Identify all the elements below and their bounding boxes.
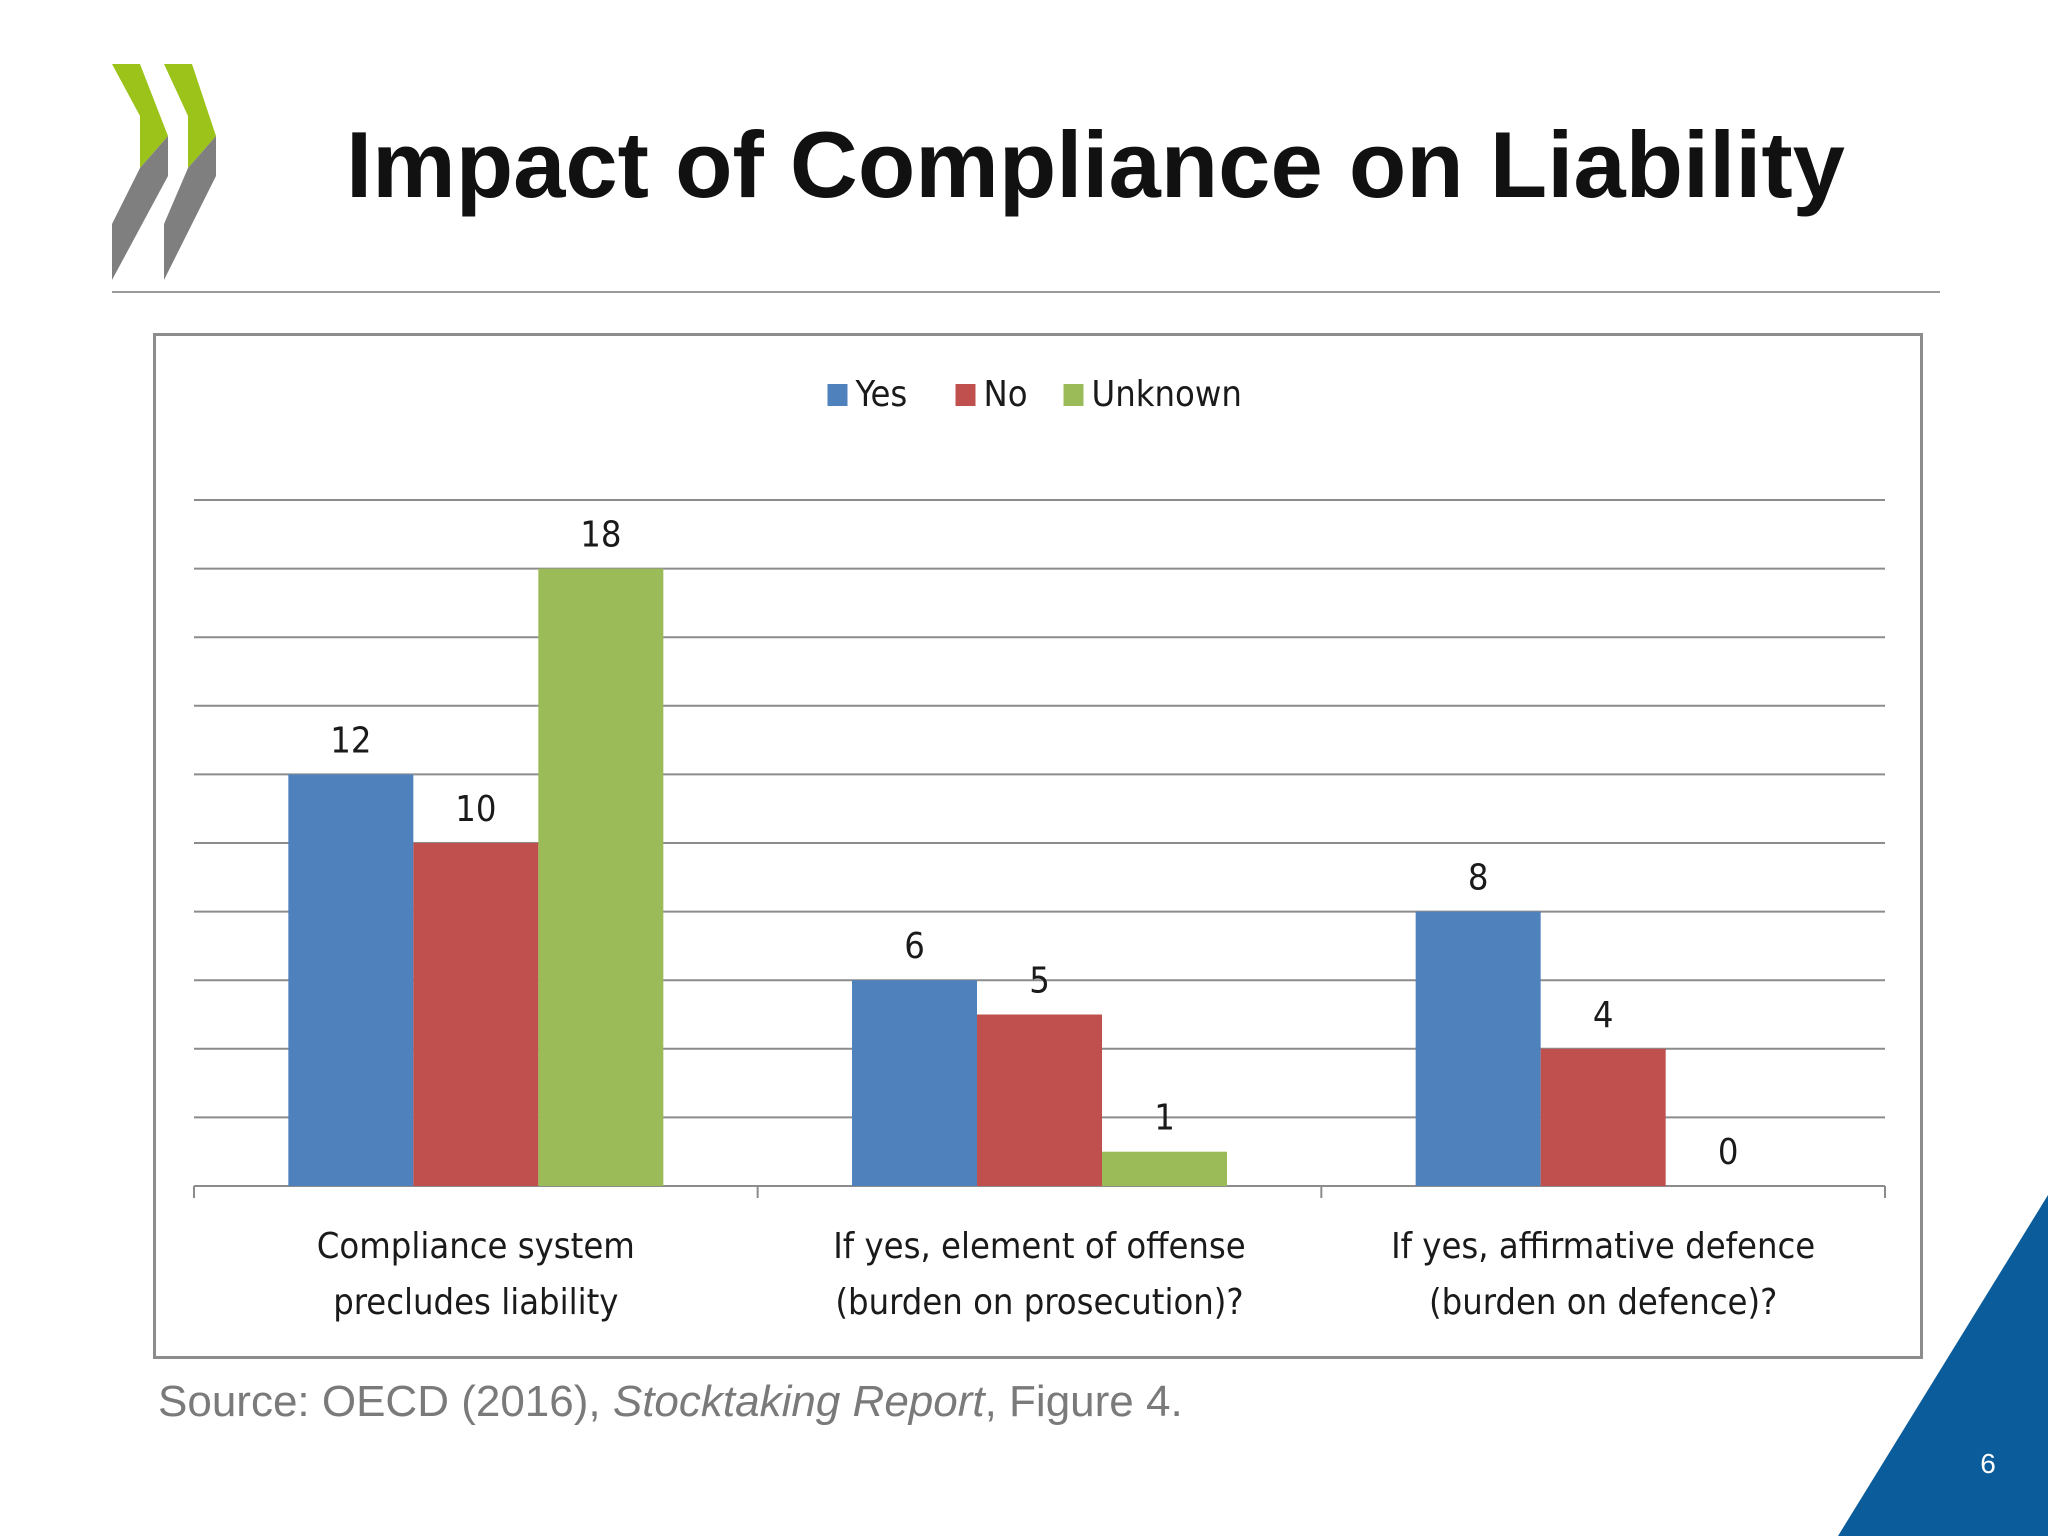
bar-unknown	[1102, 1151, 1227, 1186]
source-report-title: Stocktaking Report	[612, 1377, 985, 1426]
bar-yes	[1415, 911, 1541, 1186]
legend-swatch-no	[955, 384, 976, 406]
data-label: 18	[580, 515, 621, 556]
category-label: (burden on defence)?	[1429, 1282, 1777, 1323]
title-divider	[112, 291, 1940, 293]
page-number: 6	[1980, 1448, 1996, 1479]
data-label: 5	[1029, 961, 1050, 1002]
oecd-logo-icon	[112, 64, 216, 280]
legend-label: Unknown	[1092, 374, 1242, 415]
data-label: 1	[1154, 1098, 1175, 1139]
category-label: If yes, element of offense	[833, 1226, 1246, 1267]
category-label: If yes, affirmative defence	[1391, 1226, 1815, 1267]
data-label: 10	[455, 789, 496, 830]
bar-no	[1540, 1048, 1666, 1186]
category-label: (burden on prosecution)?	[835, 1282, 1243, 1323]
bar-no	[977, 1014, 1102, 1186]
bar-no	[413, 843, 539, 1186]
data-label: 8	[1468, 858, 1489, 899]
source-prefix: Source: OECD (2016),	[158, 1377, 613, 1426]
legend-label: Yes	[855, 374, 908, 415]
data-label: 12	[330, 720, 371, 761]
bar-yes	[852, 980, 977, 1186]
data-label: 6	[904, 926, 925, 967]
data-label: 4	[1593, 995, 1614, 1036]
source-note: Source: OECD (2016), Stocktaking Report,…	[158, 1377, 1183, 1426]
legend-swatch-unknown	[1063, 384, 1084, 406]
legend-label: No	[984, 374, 1028, 415]
category-label: precludes liability	[333, 1282, 618, 1323]
legend-swatch-yes	[827, 384, 848, 406]
bar-unknown	[538, 568, 664, 1186]
category-label: Compliance system	[317, 1226, 635, 1267]
data-label: 0	[1718, 1132, 1739, 1173]
source-suffix: , Figure 4.	[984, 1377, 1183, 1426]
bar-yes	[288, 774, 414, 1186]
slide-title: Impact of Compliance on Liability	[346, 112, 1845, 217]
